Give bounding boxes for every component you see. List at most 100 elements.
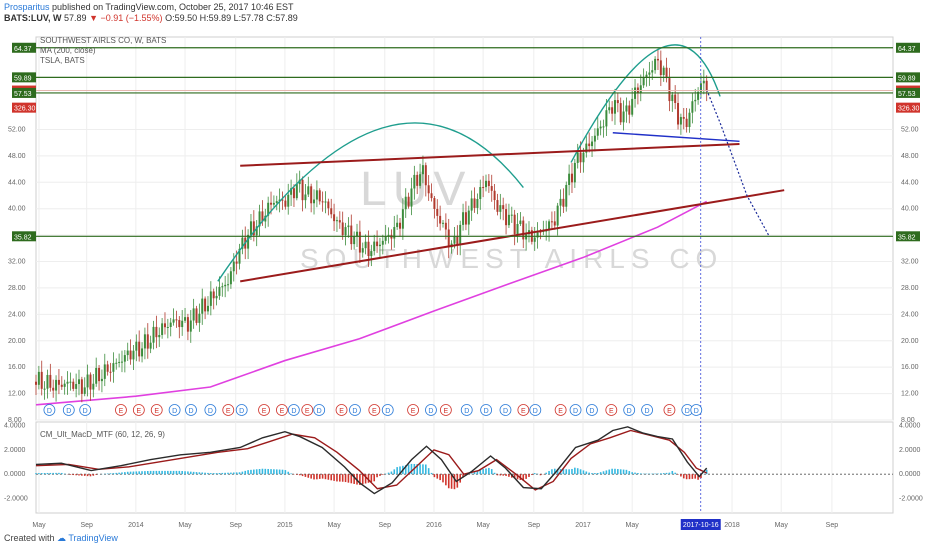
macd-hist-bar [565, 469, 568, 475]
macd-hist-bar [221, 472, 224, 475]
macd-hist-bar [539, 474, 542, 476]
candle-body [80, 379, 83, 394]
candle-body [364, 241, 367, 249]
event-marker-label: E [444, 408, 449, 415]
macd-hist-bar [688, 474, 691, 480]
price-tick-label-left: 8.00 [8, 417, 22, 424]
macd-hist-bar [685, 474, 688, 480]
macd-hist-bar [453, 474, 456, 490]
macd-hist-bar [167, 470, 169, 475]
event-marker-circle [185, 404, 197, 416]
candle-body [502, 205, 505, 210]
macd-hist-bar [404, 465, 407, 475]
macd-hist-bar [594, 473, 596, 475]
event-marker-circle [132, 404, 145, 416]
macd-hist-bar [350, 474, 353, 484]
candle-body [181, 320, 184, 328]
macd-hist-bar [307, 474, 310, 478]
macd-hist-bar [253, 469, 255, 475]
candle-body [172, 319, 175, 323]
price-badge-right [896, 72, 920, 83]
candle-body [169, 322, 172, 327]
macd-hist-bar [396, 467, 398, 475]
candle-body [459, 224, 462, 245]
macd-hist-bar [473, 471, 476, 475]
event-marker-circle [62, 404, 75, 416]
candle-body [146, 334, 149, 349]
candle-body [255, 226, 258, 236]
footer-brand[interactable]: TradingView [68, 533, 118, 543]
candle-body [46, 374, 49, 389]
event-marker-label: D [239, 408, 244, 415]
macd-hist-bar [364, 474, 367, 484]
event-marker-label: E [154, 408, 159, 415]
candle-body [619, 103, 622, 123]
price-badge-label-right: 59.89 [898, 75, 916, 82]
candle-body [347, 225, 350, 228]
candle-body [252, 221, 255, 236]
price-tick-label-right: 20.00 [901, 338, 919, 345]
time-tick-label: 2017 [575, 522, 591, 529]
candle-body [470, 198, 473, 211]
price-tick-label-right: 32.00 [901, 259, 919, 266]
candle-body [651, 70, 654, 73]
candle-body [493, 190, 496, 201]
close-value: C:57.89 [266, 13, 298, 23]
price-tick-label-left: 52.00 [8, 126, 26, 133]
candle-body [321, 201, 324, 203]
candle-body [384, 236, 387, 241]
candle-body [427, 185, 430, 194]
arc-left [217, 122, 524, 282]
macd-hist-bar [195, 472, 198, 475]
candle-body [699, 83, 702, 92]
time-axis[interactable]: May Sep 2014 May Sep 2015 May Sep 2016 May Sep 2017… [32, 519, 838, 530]
macd-hist-bar [109, 473, 112, 475]
time-tick-label: 2015 [277, 522, 293, 529]
macd-hist-bar [556, 468, 559, 475]
macd-hist-bar [516, 474, 519, 480]
author-link[interactable]: Prosparitus [4, 2, 50, 12]
candle-body [507, 214, 510, 226]
candle-body [510, 214, 513, 216]
event-marker-label: D [589, 408, 594, 415]
macd-hist-bar [146, 471, 149, 475]
price-axis[interactable]: 8.00 8.00 12.00 12.00 16.00 16.00 20.00 20.00 24… [8, 42, 920, 424]
event-marker-circle [368, 404, 381, 416]
price-tick-label-right: 24.00 [901, 311, 919, 318]
candle-body [304, 194, 307, 201]
macd-hist-bar [290, 473, 292, 475]
event-marker-label: E [558, 408, 563, 415]
price-tick-label-left: 20.00 [8, 338, 26, 345]
candle-body [275, 201, 278, 203]
event-marker-label: D [627, 408, 632, 415]
macd-hist-bar [321, 474, 324, 479]
macd-hist-bar [430, 472, 433, 475]
macd-hist-bar [69, 474, 72, 475]
candle-body [198, 313, 201, 323]
candle-body [562, 198, 565, 207]
macd-hist-bar [86, 474, 89, 477]
candle-body [639, 85, 642, 94]
candle-body [115, 362, 118, 364]
candle-body [324, 201, 327, 203]
price-badge-right [896, 231, 920, 242]
macd-hist-bar [662, 473, 665, 475]
candle-body [338, 220, 341, 223]
candle-body [184, 317, 187, 321]
macd-hist-bar [224, 472, 226, 475]
macd-hist-bar [178, 470, 181, 475]
macd-hist-bar [43, 472, 46, 475]
candle-body [333, 214, 336, 222]
macd-hist-bar [387, 472, 390, 475]
macd-hist-bar [694, 474, 697, 479]
candle-body [570, 173, 573, 183]
macd-hist-bar [232, 472, 235, 475]
macd-hist-bar [614, 468, 616, 475]
macd-pane[interactable]: 4.0000 4.0000 2.0000 2.0000 0.0000 0.0000 -2.0… [4, 423, 923, 503]
macd-hist-bar [152, 470, 155, 475]
time-tick-label: May [327, 522, 341, 529]
candle-body [60, 384, 63, 387]
macd-hist-bar [513, 474, 516, 479]
candle-body [464, 212, 467, 225]
